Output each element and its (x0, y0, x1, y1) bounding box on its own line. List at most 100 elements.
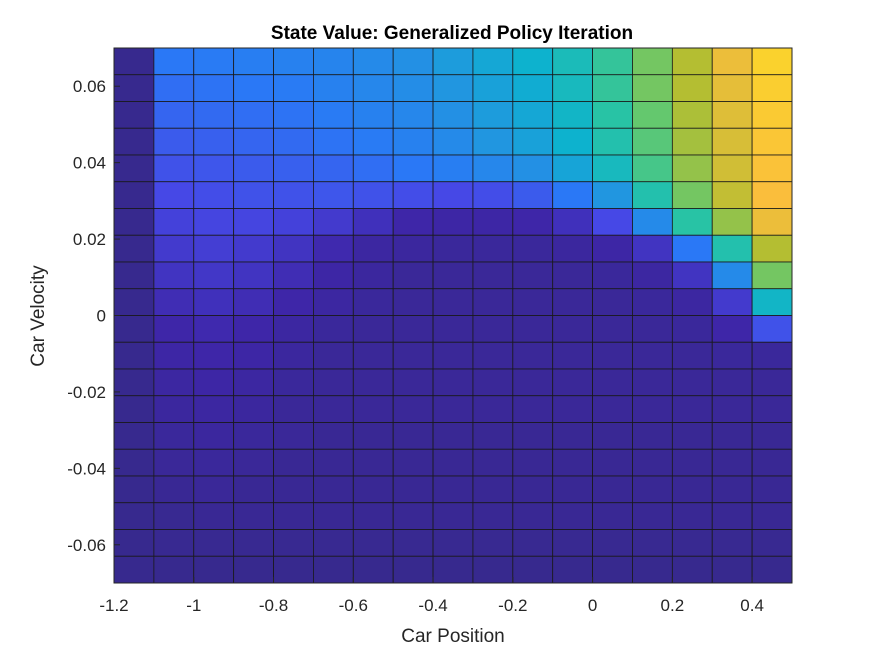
heatmap-cell (273, 47, 314, 76)
heatmap-cell (193, 555, 235, 584)
heatmap-cell (392, 234, 434, 263)
y-tick-label: 0 (97, 307, 106, 326)
heatmap-cell (552, 101, 593, 129)
heatmap-cell (711, 74, 753, 102)
heatmap-cell (273, 127, 314, 156)
heatmap-cell (751, 101, 793, 129)
heatmap-cell (512, 261, 554, 290)
x-tick-label: -0.8 (259, 596, 288, 615)
heatmap-cell (592, 448, 633, 477)
heatmap-cell (592, 208, 633, 236)
heatmap-cell (432, 341, 474, 370)
heatmap-cell (193, 47, 235, 76)
heatmap-cell (193, 181, 235, 209)
heatmap-cell (273, 475, 314, 504)
heatmap-cell (392, 127, 434, 156)
heatmap-cell (432, 154, 474, 183)
heatmap-cell (392, 475, 434, 504)
heatmap-cell (552, 208, 593, 236)
heatmap-cell (711, 422, 753, 450)
heatmap-cell (153, 47, 195, 76)
heatmap-cell (671, 502, 713, 530)
heatmap-cell (472, 127, 514, 156)
heatmap-cell (153, 261, 195, 290)
heatmap-cell (432, 555, 474, 584)
heatmap-cell (432, 47, 474, 76)
heatmap-cell (113, 127, 155, 156)
heatmap-cell (671, 154, 713, 183)
heatmap-cell (592, 261, 633, 290)
heatmap-cell (632, 74, 673, 102)
heatmap-cell (313, 422, 354, 450)
heatmap-cell (592, 555, 633, 584)
heatmap-cell (632, 475, 673, 504)
heatmap-cell (592, 529, 633, 557)
heatmap-cell (711, 529, 753, 557)
heatmap-cell (352, 101, 394, 129)
heatmap-cell (512, 448, 554, 477)
x-tick-label: 0 (588, 596, 597, 615)
heatmap-cell (432, 261, 474, 290)
heatmap-cell (113, 261, 155, 290)
heatmap-cell (233, 529, 274, 557)
heatmap-cell (153, 288, 195, 316)
heatmap-cell (153, 208, 195, 236)
heatmap-cell (472, 208, 514, 236)
heatmap-cell (233, 422, 274, 450)
heatmap-cell (233, 315, 274, 343)
heatmap-cell (273, 234, 314, 263)
heatmap-cell (392, 288, 434, 316)
heatmap-cell (671, 475, 713, 504)
heatmap-cell (273, 555, 314, 584)
heatmap-cell (671, 529, 713, 557)
x-tick-label: -1 (186, 596, 201, 615)
heatmap-cell (711, 261, 753, 290)
heatmap-cell (193, 288, 235, 316)
heatmap-cell (113, 529, 155, 557)
heatmap-cell (552, 502, 593, 530)
heatmap-cell (711, 208, 753, 236)
heatmap-cell (273, 208, 314, 236)
heatmap-cell (671, 208, 713, 236)
heatmap-cell (711, 502, 753, 530)
heatmap-cell (392, 154, 434, 183)
heatmap-cell (392, 502, 434, 530)
heatmap-cell (592, 74, 633, 102)
heatmap-cell (711, 395, 753, 423)
heatmap-cell (552, 422, 593, 450)
heatmap-cell (711, 127, 753, 156)
heatmap-cell (153, 234, 195, 263)
heatmap-cell (273, 288, 314, 316)
heatmap-cell (193, 234, 235, 263)
y-axis-label: Car Velocity (28, 265, 49, 367)
heatmap-cell (113, 448, 155, 477)
heatmap-cell (632, 529, 673, 557)
heatmap-cell (352, 448, 394, 477)
heatmap-cell (432, 475, 474, 504)
heatmap-cell (233, 475, 274, 504)
heatmap-cell (751, 181, 793, 209)
heatmap-cell (392, 261, 434, 290)
heatmap-cell (113, 475, 155, 504)
heatmap-cell (273, 341, 314, 370)
heatmap-cell (632, 208, 673, 236)
heatmap-cell (273, 74, 314, 102)
heatmap-cell (392, 315, 434, 343)
heatmap-cell (193, 448, 235, 477)
y-axis-ticks: -0.06 -0.04 -0.02 0 0.02 0.04 0.06 (67, 77, 120, 555)
heatmap-cell (472, 101, 514, 129)
heatmap-cell (273, 529, 314, 557)
heatmap-cell (632, 422, 673, 450)
heatmap-cell (233, 555, 274, 584)
heatmap-cell (711, 234, 753, 263)
heatmap-cell (352, 341, 394, 370)
heatmap-cell (193, 261, 235, 290)
heatmap-cell (592, 288, 633, 316)
heatmap-cell (233, 181, 274, 209)
heatmap-cell (153, 315, 195, 343)
heatmap-cell (153, 368, 195, 397)
heatmap-cell (313, 475, 354, 504)
heatmap-cell (632, 101, 673, 129)
heatmap-cell (113, 422, 155, 450)
